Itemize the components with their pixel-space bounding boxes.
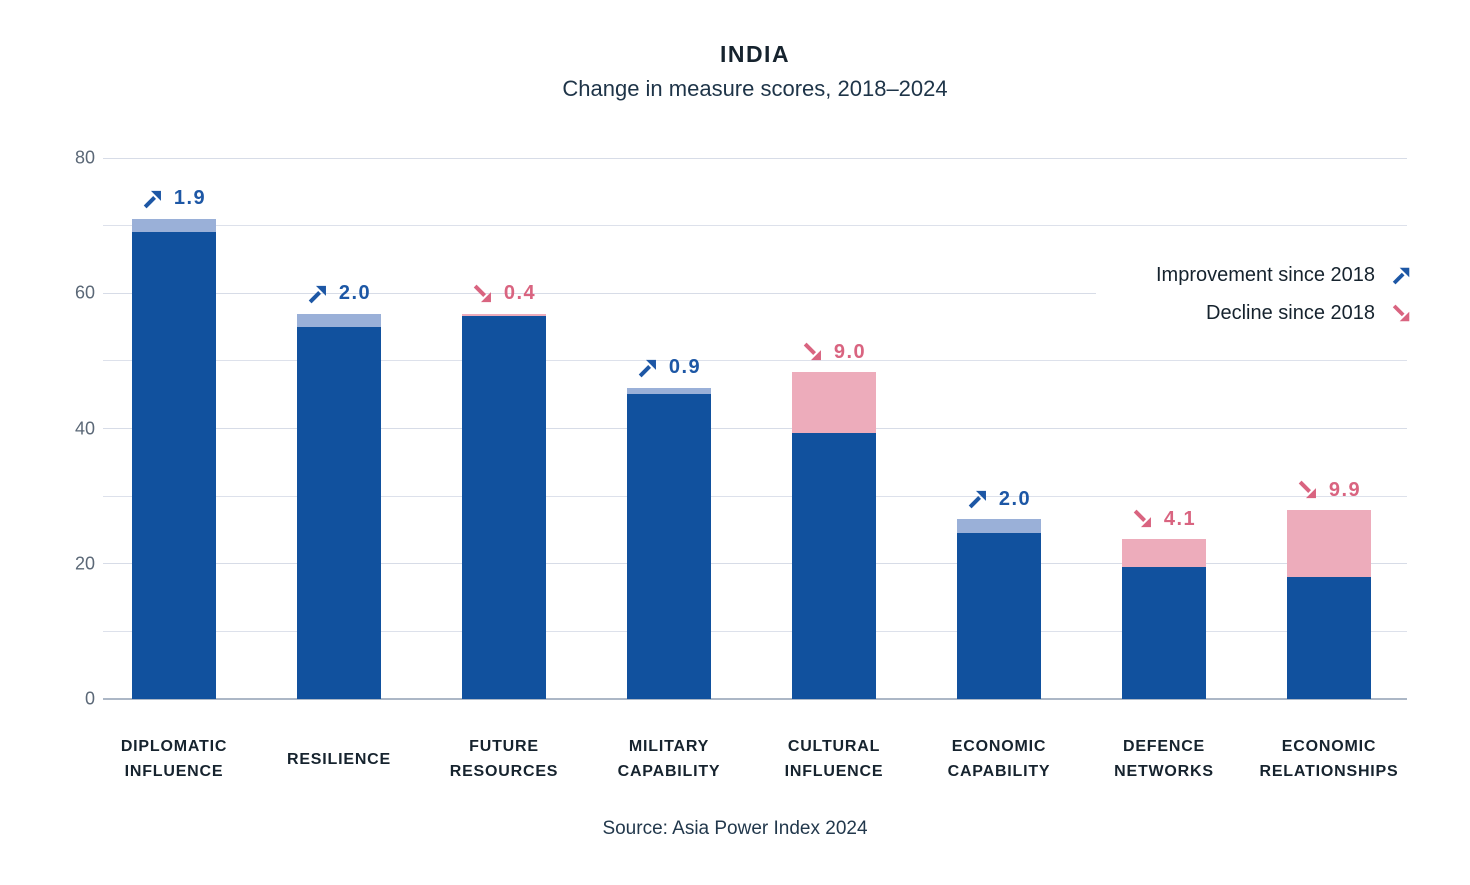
y-axis-tick-20: 20 (74, 553, 95, 574)
legend-improvement-label: Improvement since 2018 (1155, 263, 1375, 286)
bar-main-segment (1287, 577, 1371, 699)
change-value: 1.9 (173, 187, 207, 210)
arrow-up-right-icon (637, 357, 669, 379)
bar-economic-relationships (1287, 510, 1371, 699)
bar-change-segment (297, 313, 381, 328)
bar-change-segment (627, 387, 711, 394)
change-label-cultural-influence: 9.0 (802, 340, 866, 364)
arrow-down-right-icon (802, 341, 834, 363)
chart-subtitle: Change in measure scores, 2018–2024 (562, 76, 948, 101)
category-label-future-resources: FUTURE RESOURCES (449, 738, 559, 780)
bar-cultural-influence (792, 372, 876, 699)
arrow-down-right-icon (1132, 508, 1164, 530)
change-label-future-resources: 0.4 (472, 282, 536, 306)
y-axis-tick-40: 40 (74, 418, 95, 438)
x-axis-line (103, 698, 1407, 700)
change-value: 9.0 (833, 340, 867, 363)
y-axis-tick-80: 80 (74, 147, 95, 168)
bar-economic-capability (957, 519, 1041, 699)
change-value: 4.1 (1163, 507, 1197, 530)
arrow-up-right-icon (1375, 265, 1412, 286)
bar-main-segment (957, 532, 1041, 699)
gridline-50 (103, 360, 1407, 362)
bar-main-segment (627, 394, 711, 699)
category-label-diplomatic-influence: DIPLOMATIC INFLUENCE (120, 738, 228, 780)
bar-change-segment (462, 313, 546, 317)
change-label-diplomatic-influence: 1.9 (142, 187, 206, 211)
change-label-military-capability: 0.9 (637, 356, 701, 380)
bar-main-segment (297, 327, 381, 699)
change-value: 2.0 (998, 487, 1032, 510)
gridline-30 (103, 495, 1407, 497)
gridline-60 (103, 292, 1407, 294)
bar-change-segment (792, 372, 876, 434)
y-axis-tick-0: 0 (84, 688, 95, 709)
source-caption: Source: Asia Power Index 2024 (602, 818, 868, 839)
bar-diplomatic-influence (132, 218, 216, 699)
bar-main-segment (1122, 567, 1206, 699)
bar-main-segment (132, 231, 216, 699)
category-label-defence-networks: DEFENCE NETWORKS (1114, 738, 1214, 780)
category-label-cultural-influence: CULTURAL INFLUENCE (784, 738, 884, 780)
category-label-military-capability: MILITARY CAPABILITY (617, 738, 721, 780)
bar-change-segment (957, 519, 1041, 533)
gridline-40 (103, 428, 1407, 429)
arrow-down-right-icon (472, 283, 504, 305)
change-value: 0.9 (668, 356, 702, 379)
bar-change-segment (1287, 510, 1371, 578)
change-value: 0.4 (503, 282, 537, 305)
legend-item-decline: Decline since 2018 (1156, 294, 1412, 332)
y-axis-tick-60: 60 (74, 282, 95, 303)
chart-legend: Improvement since 2018 Decline since 201… (1095, 256, 1412, 332)
change-label-resilience: 2.0 (307, 282, 371, 306)
change-label-defence-networks: 4.1 (1132, 507, 1196, 531)
chart-title: INDIA (719, 41, 791, 67)
legend-item-improvement: Improvement since 2018 (1156, 256, 1412, 294)
gridline-80 (103, 157, 1407, 159)
change-value: 2.0 (338, 282, 372, 305)
category-label-economic-relationships: ECONOMIC RELATIONSHIPS (1259, 738, 1399, 780)
bar-main-segment (792, 433, 876, 699)
arrow-down-right-icon (1375, 303, 1412, 324)
arrow-down-right-icon (1297, 479, 1329, 501)
bar-defence-networks (1122, 539, 1206, 699)
category-label-resilience: RESILIENCE (286, 750, 391, 768)
gridline-20 (103, 563, 1407, 565)
legend-decline-label: Decline since 2018 (1206, 301, 1375, 324)
change-label-economic-relationships: 9.9 (1297, 478, 1361, 502)
bar-resilience (297, 313, 381, 699)
bar-change-segment (132, 218, 216, 232)
bar-change-segment (1122, 539, 1206, 568)
category-label-economic-capability: ECONOMIC CAPABILITY (947, 738, 1051, 780)
change-label-economic-capability: 2.0 (967, 487, 1031, 511)
arrow-up-right-icon (307, 283, 339, 305)
bar-main-segment (462, 316, 546, 699)
gridline-10 (103, 630, 1407, 632)
chart-header: INDIA Change in measure scores, 2018–202… (40, 40, 1470, 104)
gridline-70 (103, 225, 1407, 227)
arrow-up-right-icon (967, 488, 999, 510)
arrow-up-right-icon (142, 188, 174, 210)
bar-future-resources (462, 313, 546, 699)
change-value: 9.9 (1328, 478, 1362, 501)
bar-military-capability (627, 387, 711, 699)
